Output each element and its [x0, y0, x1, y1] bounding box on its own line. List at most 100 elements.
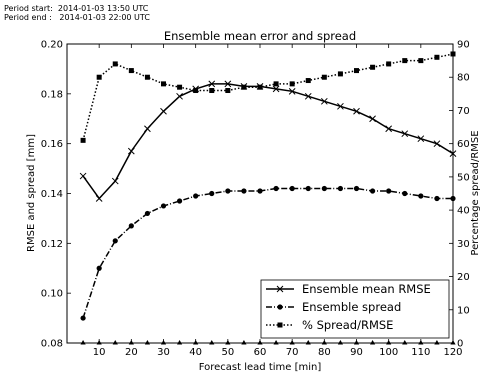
data-point-circle: [160, 203, 167, 209]
y-tick-label-right: 10: [457, 305, 470, 316]
data-point-x: [353, 107, 360, 115]
data-point-square: [305, 78, 311, 84]
data-point-x: [79, 172, 87, 180]
x-tick-label: 60: [254, 347, 267, 358]
data-point-square: [321, 74, 327, 80]
plot-frame: [66, 43, 454, 344]
legend-entry-ratio: % Spread/RMSE: [266, 318, 393, 332]
series-line-0: [82, 83, 454, 200]
ticks-layer: 10 20 30 40 50 60 70 80 90 100 110 1200.080.100.120…: [41, 40, 470, 359]
x-tick-label: 110: [411, 347, 430, 358]
legend-x-marker: [276, 285, 284, 293]
data-point-circle: [112, 238, 118, 244]
data-point-square: [161, 81, 166, 87]
series-line-2: [82, 53, 454, 141]
x-tick-label: 20: [125, 347, 138, 358]
x-tick-label: 40: [189, 347, 202, 358]
legend-circle-marker: [277, 304, 283, 310]
data-point-x: [95, 195, 103, 202]
data-point-x: [433, 140, 441, 148]
data-point-circle: [241, 188, 247, 194]
data-point-triangle: [369, 340, 376, 345]
data-point-x: [144, 125, 151, 133]
data-point-x: [288, 87, 296, 95]
data-point-circle: [305, 185, 311, 192]
series-line-1: [82, 187, 453, 319]
y-tick-label-right: 20: [457, 272, 470, 283]
data-point-square: [337, 71, 343, 77]
data-point-circle: [80, 315, 86, 321]
y-tick-label-left: 0.16: [41, 139, 63, 150]
data-point-x: [401, 130, 409, 138]
data-point-square: [144, 74, 150, 80]
data-point-triangle: [305, 340, 311, 345]
y-tick-label-right: 90: [457, 40, 470, 51]
y-tick-label-right: 40: [457, 206, 470, 217]
data-point-square: [354, 68, 359, 74]
y-tick-label-left: 0.14: [41, 189, 63, 200]
data-point-square: [80, 137, 86, 143]
data-point-triangle: [176, 340, 183, 345]
data-point-x: [111, 177, 119, 185]
x-tick-label: 30: [157, 347, 170, 358]
period-end: Period end : 2014-01-03 22:00 UTC: [4, 13, 150, 22]
data-point-circle: [193, 193, 199, 199]
y-tick-label-left: 0.08: [41, 339, 63, 350]
legend-entry-spread: Ensemble spread: [266, 300, 401, 314]
data-point-circle: [128, 223, 134, 229]
data-point-circle: [402, 190, 408, 197]
data-point-square: [193, 88, 199, 94]
y-tick-label-right: 0: [457, 339, 463, 350]
data-point-x: [176, 92, 183, 100]
data-point-circle: [369, 188, 376, 194]
data-point-circle: [257, 188, 263, 194]
data-point-triangle: [434, 340, 440, 345]
data-point-square: [402, 58, 408, 64]
data-point-x: [417, 135, 425, 143]
data-point-x: [369, 115, 376, 123]
x-tick-label: 50: [221, 347, 234, 358]
data-point-circle: [209, 190, 215, 197]
x-tick-label: 90: [350, 347, 363, 358]
data-point-square: [257, 84, 263, 90]
period-info: Period start: 2014-01-03 13:50 UTC Period…: [4, 4, 150, 22]
data-point-triangle: [273, 340, 279, 345]
data-point-square: [225, 88, 231, 94]
data-point-x: [337, 102, 344, 110]
legend-label-ratio: % Spread/RMSE: [302, 318, 393, 332]
y-tick-label-right: 60: [457, 139, 470, 150]
data-point-square: [241, 84, 247, 90]
data-point-circle: [273, 185, 279, 192]
data-point-circle: [144, 210, 151, 217]
x-tick-label: 10: [93, 347, 106, 358]
data-point-triangle: [241, 340, 247, 345]
y-tick-label-right: 50: [457, 172, 470, 183]
legend-entry-rmse: Ensemble mean RMSE: [266, 282, 431, 296]
data-point-x: [385, 125, 393, 133]
data-point-x: [224, 80, 232, 88]
period-start: Period start: 2014-01-03 13:50 UTC: [4, 4, 149, 13]
data-point-square: [209, 88, 215, 94]
data-point-triangle: [402, 340, 408, 345]
y-tick-label-right: 80: [457, 73, 470, 84]
y-tick-label-left: 0.18: [41, 89, 63, 100]
data-point-square: [370, 64, 376, 70]
chart-title: Ensemble mean error and spread: [164, 29, 356, 43]
y-axis-label-right: Percentage spread/RMSE: [470, 130, 481, 255]
data-point-triangle: [209, 340, 215, 345]
data-point-x: [272, 85, 280, 93]
data-point-circle: [176, 198, 183, 204]
data-point-circle: [434, 195, 440, 202]
data-point-square: [128, 68, 134, 74]
legend-label-spread: Ensemble spread: [302, 300, 401, 314]
x-axis-label: Forecast lead time [min]: [199, 362, 322, 373]
data-point-x: [208, 80, 216, 88]
y-axis-label-left: RMSE and spread [mm]: [26, 134, 37, 252]
legend-square-marker: [277, 322, 283, 328]
data-point-triangle: [337, 340, 344, 345]
legend-label-rmse: Ensemble mean RMSE: [302, 282, 431, 296]
data-point-circle: [289, 185, 295, 192]
x-tick-label: 120: [443, 347, 462, 358]
y-tick-label-left: 0.20: [41, 40, 63, 51]
